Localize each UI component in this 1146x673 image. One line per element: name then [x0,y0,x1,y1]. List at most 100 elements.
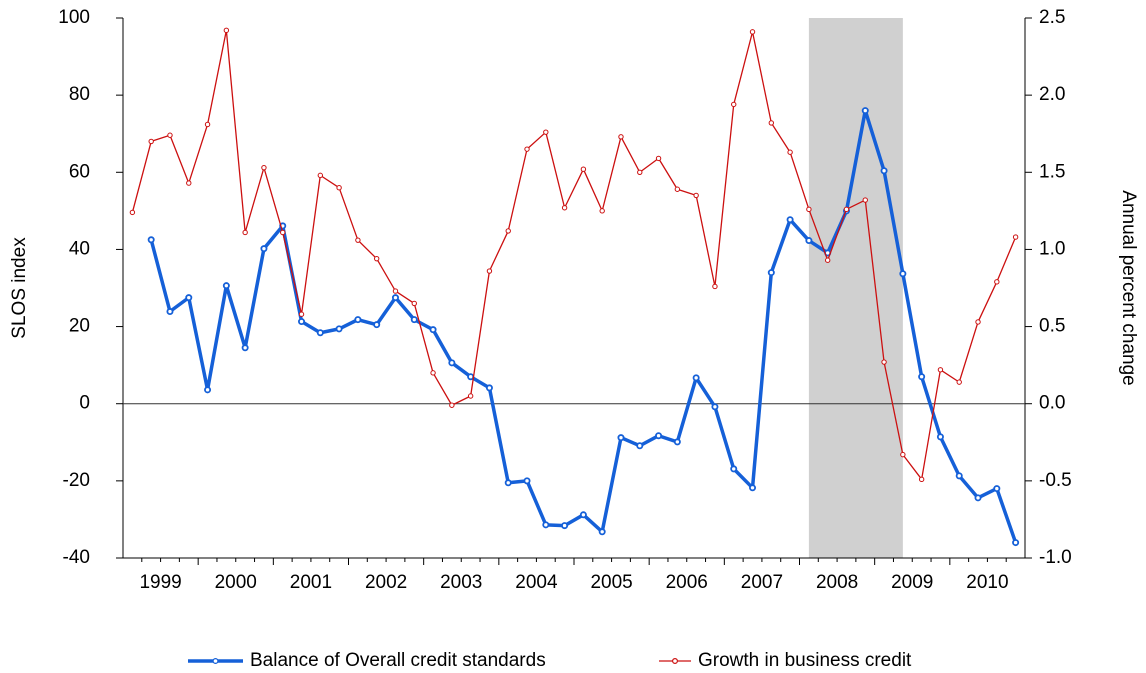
data-point [542,521,550,529]
data-point [204,386,212,394]
data-point [731,101,737,108]
data-point [880,167,888,175]
y2-tick-label: 2.5 [1039,7,1065,28]
data-point [599,208,605,214]
data-point [900,451,906,458]
data-point [411,300,417,307]
x-tick-label: 2005 [590,572,632,593]
data-point [354,316,362,324]
data-point [636,442,644,450]
data-point [241,344,249,352]
x-tick-label: 2009 [891,572,933,593]
data-point [486,268,493,274]
legend-label: Balance of Overall credit standards [250,650,546,671]
data-point [485,384,493,392]
data-point [693,192,699,199]
y2-tick-label: -0.5 [1039,470,1072,491]
data-point [222,282,230,290]
data-point [242,229,248,236]
data-point [449,402,455,408]
data-point [768,120,775,126]
data-point [598,528,606,536]
data-point [561,205,568,211]
data-point [805,237,813,245]
y2-tick-label: 0.5 [1039,316,1065,337]
data-point [787,149,793,155]
data-point [824,257,831,263]
x-tick-label: 2008 [816,572,858,593]
data-point [994,279,1000,285]
y-tick-label: 80 [69,84,90,105]
x-tick-label: 2000 [215,572,257,593]
data-point [730,465,738,473]
data-point [391,294,399,302]
y2-tick-label: 1.0 [1039,238,1065,259]
data-point [430,370,436,376]
data-point [806,206,812,213]
data-point [974,494,982,502]
data-point [429,326,437,334]
data-point [204,121,211,128]
data-point [505,228,511,234]
y-tick-label: -40 [63,547,90,568]
data-point [260,245,268,253]
data-point [316,329,324,337]
data-point [955,472,963,480]
data-point [673,438,681,446]
data-point [655,155,662,162]
data-point [786,216,794,224]
x-tick-label: 1999 [139,572,181,593]
data-point [749,484,757,492]
data-point [298,311,305,317]
data-point [448,359,456,367]
x-tick-label: 2006 [666,572,708,593]
data-point [167,132,173,138]
data-point [918,476,925,483]
data-point [355,237,361,243]
legend-label: Growth in business credit [698,650,912,671]
data-point [335,325,343,333]
data-point [410,316,418,324]
y-tick-label: 100 [58,7,90,28]
data-point [618,134,624,140]
data-point [843,206,850,213]
data-point [392,288,399,294]
data-point [223,27,230,34]
data-point [956,379,962,385]
data-point [129,209,136,216]
y2-tick-label: -1.0 [1039,547,1072,568]
data-point [862,197,868,203]
data-point [711,403,719,411]
y2-tick-label: 1.5 [1039,161,1065,182]
data-point [767,269,775,277]
data-point [637,169,643,175]
data-point [561,522,569,530]
data-point [1012,539,1020,547]
data-point [186,180,192,186]
data-point [166,308,174,316]
data-point [523,477,531,485]
data-point [373,321,381,329]
data-point [993,485,1001,493]
y-tick-label: 40 [69,238,90,259]
data-point [147,236,155,244]
data-point [674,186,681,192]
data-point [280,229,286,236]
x-tick-label: 2004 [515,572,558,593]
data-point [261,164,267,171]
data-point [336,185,342,191]
data-point [579,511,587,519]
data-point [861,107,869,115]
data-point [655,432,663,440]
legend-marker [671,657,678,664]
data-point [148,138,154,145]
y-tick-label: 0 [79,393,90,414]
data-point [712,283,718,290]
data-point [580,166,587,172]
y2-tick-label: 2.0 [1039,84,1065,105]
data-point [298,318,306,326]
data-point [1012,234,1019,240]
data-point [504,479,512,487]
x-tick-label: 2010 [966,572,1008,593]
data-point [467,393,474,399]
